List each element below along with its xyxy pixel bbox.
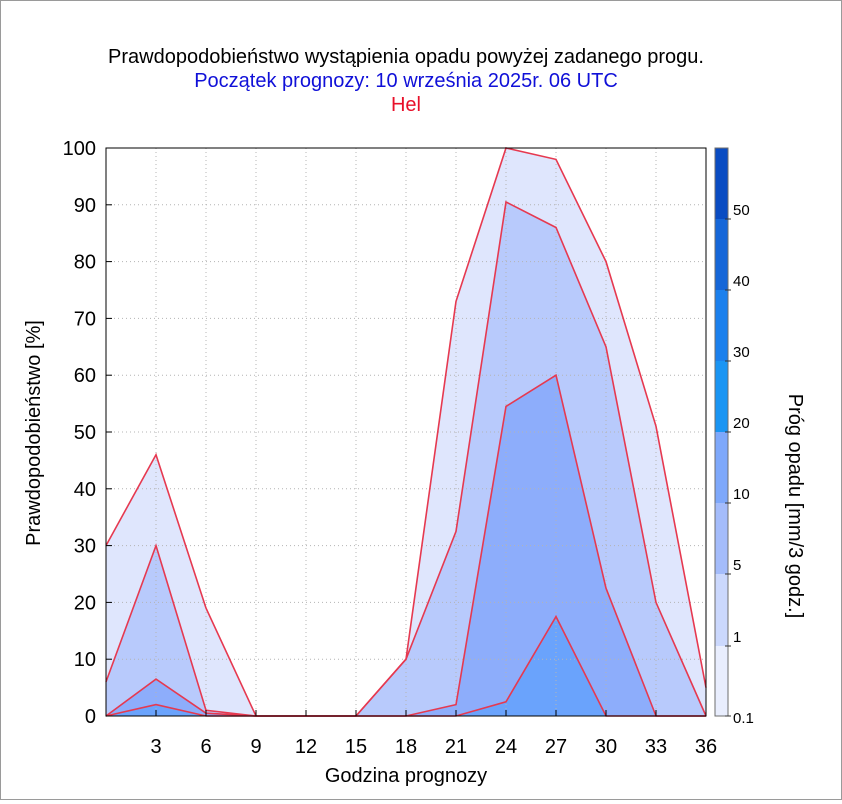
colorbar-tick-label-2: 5	[733, 557, 741, 574]
colorbar-tick-label-6: 40	[733, 273, 750, 290]
colorbar-tick-label-0: 0.1	[733, 710, 754, 727]
colorbar-band-3	[715, 432, 728, 503]
colorbar-label: Próg opadu [mm/3 godz.]	[784, 394, 806, 619]
y-tick-label-4: 40	[74, 479, 96, 501]
colorbar: 0.1 1 5 10 20 30 40 50	[714, 147, 754, 727]
colorbar-tick-label-3: 10	[733, 486, 750, 503]
y-tick-label-9: 90	[74, 195, 96, 217]
x-tick-label-1: 6	[200, 736, 211, 758]
y-tick-label-8: 80	[74, 252, 96, 274]
colorbar-band-6	[715, 219, 728, 290]
y-tick-label-6: 60	[74, 365, 96, 387]
location-label: Hel	[391, 94, 421, 116]
y-tick-label-10: 100	[63, 138, 96, 160]
y-tick-label-0: 0	[85, 706, 96, 728]
plot-area: 3 6 9 12 15 18 21 24 27 30 33 360102030405060708090…	[63, 138, 718, 758]
y-axis-label: Prawdopodobieństwo [%]	[23, 320, 45, 546]
colorbar-band-0	[715, 646, 728, 716]
colorbar-band-5	[715, 290, 728, 361]
y-tick-label-1: 10	[74, 649, 96, 671]
x-tick-label-6: 21	[445, 736, 467, 758]
x-tick-label-0: 3	[150, 736, 161, 758]
y-tick-label-3: 30	[74, 536, 96, 558]
x-tick-label-11: 36	[695, 736, 717, 758]
colorbar-tick-label-5: 30	[733, 344, 750, 361]
x-tick-label-7: 24	[495, 736, 517, 758]
y-tick-label-7: 70	[74, 308, 96, 330]
y-tick-label-5: 50	[74, 422, 96, 444]
y-tick-label-2: 20	[74, 592, 96, 614]
colorbar-band-4	[715, 361, 728, 432]
forecast-start-subtitle: Początek prognozy: 10 września 2025r. 06…	[194, 70, 618, 92]
x-tick-label-4: 15	[345, 736, 367, 758]
colorbar-band-1	[715, 574, 728, 646]
x-axis-label: Godzina prognozy	[325, 765, 487, 787]
series-area-3	[106, 616, 706, 716]
colorbar-band-2	[715, 503, 728, 574]
colorbar-tick-label-4: 20	[733, 415, 750, 432]
colorbar-tick-label-7: 50	[733, 202, 750, 219]
x-tick-label-9: 30	[595, 736, 617, 758]
x-tick-label-2: 9	[250, 736, 261, 758]
x-tick-label-8: 27	[545, 736, 567, 758]
colorbar-band-7	[715, 148, 728, 219]
x-tick-label-5: 18	[395, 736, 417, 758]
colorbar-tick-label-1: 1	[733, 629, 741, 646]
x-tick-label-3: 12	[295, 736, 317, 758]
x-tick-label-10: 33	[645, 736, 667, 758]
chart-title: Prawdopodobieństwo wystąpienia opadu pow…	[108, 46, 704, 68]
